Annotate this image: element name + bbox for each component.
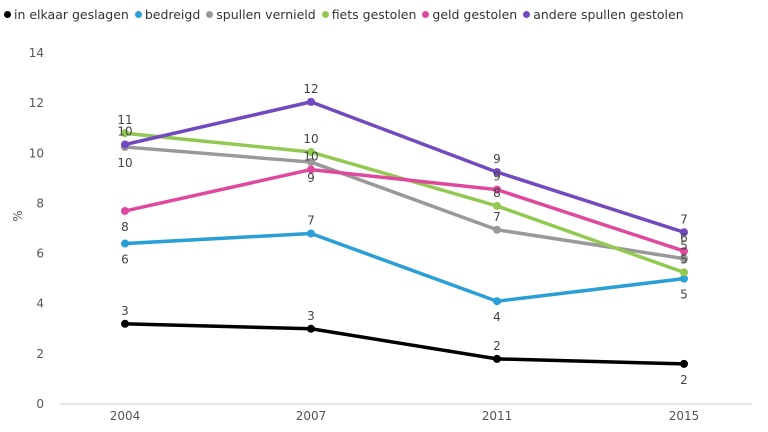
data-point-geld-gestolen[interactable] (307, 165, 315, 174)
data-label-bedreigd: 7 (307, 214, 315, 228)
legend-marker (523, 10, 531, 18)
data-point-geld-gestolen[interactable] (680, 247, 688, 256)
data-point-spullen-vernield[interactable] (493, 225, 501, 234)
data-point-andere-spullen-gestolen[interactable] (307, 97, 315, 106)
data-label-in-elkaar-geslagen: 3 (307, 309, 315, 323)
legend-label: geld gestolen (432, 6, 518, 22)
data-label-geld-gestolen: 10 (303, 150, 318, 164)
legend-label: andere spullen gestolen (533, 6, 684, 22)
data-point-spullen-vernield[interactable] (680, 254, 688, 263)
data-point-bedreigd[interactable] (680, 274, 688, 283)
data-point-fiets-gestolen[interactable] (493, 201, 501, 210)
data-point-spullen-vernield[interactable] (307, 158, 315, 167)
x-tick-label: 2004 (110, 409, 141, 423)
x-tick-label: 2011 (482, 409, 513, 423)
legend-marker (4, 10, 11, 18)
y-tick-label: 12 (29, 96, 44, 110)
data-label-bedreigd: 6 (121, 253, 129, 267)
legend-label: in elkaar geslagen (14, 6, 129, 22)
data-label-geld-gestolen: 9 (493, 170, 501, 184)
data-label-andere-spullen-gestolen: 9 (493, 152, 501, 166)
data-label-spullen-vernield: 7 (493, 210, 501, 224)
series-line-spullen-vernield (123, 145, 686, 261)
legend-label: fiets gestolen (331, 6, 417, 22)
data-label-fiets-gestolen: 8 (493, 186, 501, 200)
data-point-in-elkaar-geslagen[interactable] (307, 324, 315, 333)
series-markers (121, 97, 688, 368)
data-point-bedreigd[interactable] (307, 229, 315, 238)
data-label-andere-spullen-gestolen: 7 (680, 212, 688, 226)
data-point-geld-gestolen[interactable] (121, 206, 129, 215)
data-label-geld-gestolen: 8 (121, 220, 129, 234)
chart-legend: in elkaar geslagen bedreigd spullen vernie… (4, 5, 690, 23)
data-label-spullen-vernield: 9 (307, 171, 315, 185)
y-tick-label: 10 (29, 146, 44, 160)
data-label-in-elkaar-geslagen: 3 (121, 304, 129, 318)
y-tick-label: 0 (36, 397, 44, 411)
y-tick-label: 8 (36, 196, 44, 210)
y-tick-label: 6 (36, 247, 44, 261)
data-point-fiets-gestolen[interactable] (307, 148, 315, 157)
data-point-in-elkaar-geslagen[interactable] (121, 319, 129, 328)
legend-item-in-elkaar-geslagen[interactable]: in elkaar geslagen (4, 7, 129, 22)
data-label-bedreigd: 4 (493, 310, 501, 324)
data-label-bedreigd: 5 (680, 288, 688, 302)
legend-item-fiets-gestolen[interactable]: fiets gestolen (321, 6, 417, 22)
data-label-in-elkaar-geslagen: 2 (493, 339, 501, 353)
legend-marker (134, 10, 142, 18)
data-point-in-elkaar-geslagen[interactable] (680, 359, 688, 368)
data-label-fiets-gestolen: 5 (680, 252, 688, 266)
data-point-fiets-gestolen[interactable] (680, 268, 688, 277)
data-label-spullen-vernield: 5 (680, 239, 688, 253)
data-point-bedreigd[interactable] (121, 239, 129, 248)
data-point-in-elkaar-geslagen[interactable] (493, 354, 501, 363)
series-line-in-elkaar-geslagen (123, 322, 686, 366)
data-label-geld-gestolen: 6 (680, 231, 688, 245)
data-point-fiets-gestolen[interactable] (121, 129, 129, 138)
series-line-geld-gestolen (123, 167, 686, 253)
data-point-andere-spullen-gestolen[interactable] (680, 228, 688, 237)
y-tick-label: 14 (29, 46, 44, 60)
legend-label: spullen vernield (216, 6, 316, 22)
data-label-in-elkaar-geslagen: 2 (680, 373, 688, 387)
legend-marker (321, 10, 329, 18)
legend-item-spullen-vernield[interactable]: spullen vernield (206, 6, 316, 22)
y-axis-label: % (11, 210, 25, 221)
data-point-geld-gestolen[interactable] (493, 185, 501, 194)
y-tick-label: 2 (36, 347, 44, 361)
legend-item-bedreigd[interactable]: bedreigd (134, 6, 201, 22)
data-label-andere-spullen-gestolen: 12 (303, 82, 318, 96)
x-tick-label: 2007 (296, 409, 327, 423)
data-label-fiets-gestolen: 11 (117, 113, 132, 127)
data-point-andere-spullen-gestolen[interactable] (493, 168, 501, 177)
legend-item-andere-spullen-gestolen[interactable]: andere spullen gestolen (523, 6, 684, 22)
data-label-spullen-vernield: 10 (117, 156, 132, 170)
series-line-bedreigd (123, 231, 686, 303)
legend-label: bedreigd (144, 6, 201, 22)
y-tick-label: 4 (36, 297, 44, 311)
data-label-andere-spullen-gestolen: 10 (117, 125, 132, 139)
legend-item-geld-gestolen[interactable]: geld gestolen (422, 7, 517, 22)
data-point-bedreigd[interactable] (493, 297, 501, 306)
chart-axes: 0 2 4 6 8 10 12 14 2004 2007 2011 2015% (11, 46, 752, 423)
series-line-andere-spullen-gestolen (123, 100, 686, 235)
data-point-andere-spullen-gestolen[interactable] (121, 140, 129, 149)
legend-marker (206, 10, 214, 18)
x-tick-label: 2015 (669, 409, 700, 423)
series-lines (123, 100, 686, 366)
data-label-fiets-gestolen: 10 (303, 132, 318, 146)
legend-marker (422, 10, 430, 18)
